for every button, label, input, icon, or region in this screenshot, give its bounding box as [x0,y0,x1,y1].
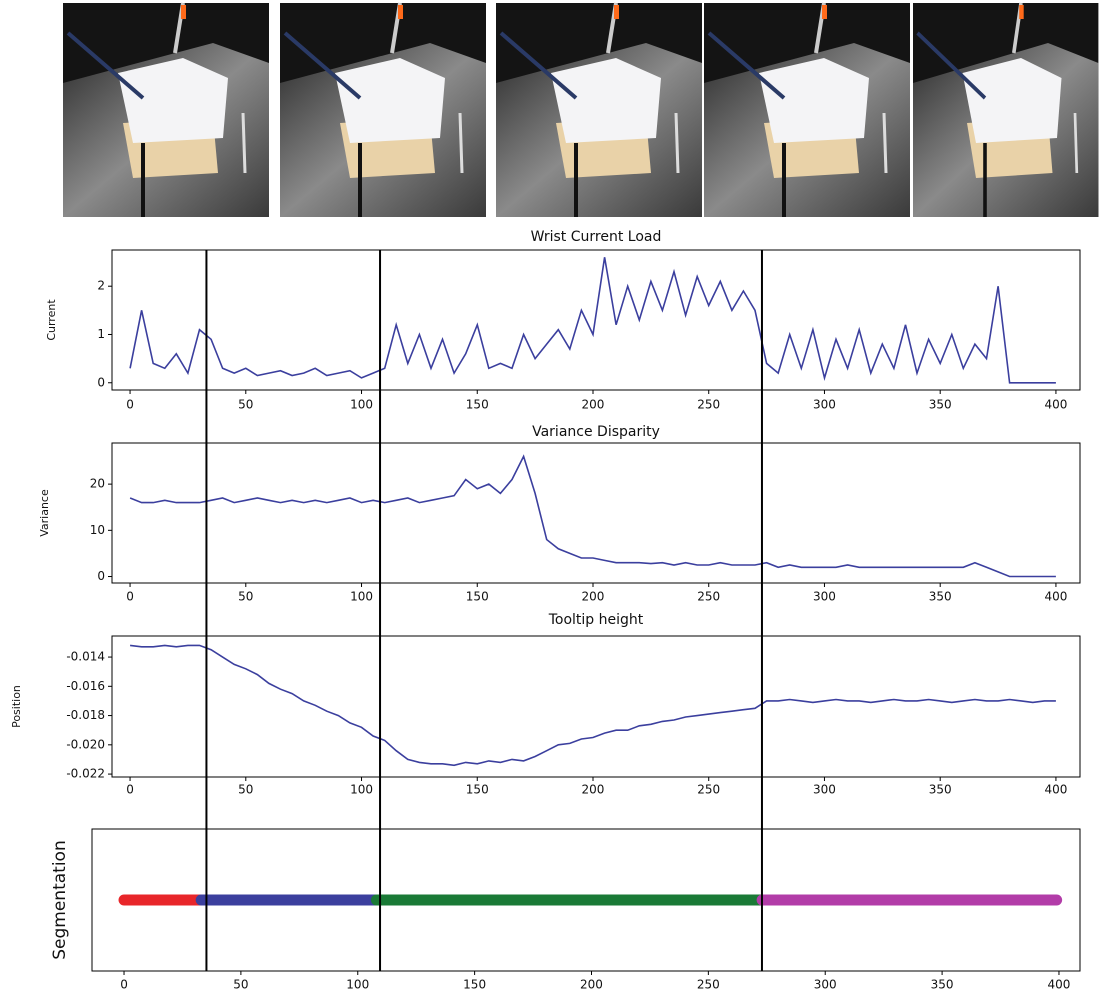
x-tick-label: 300 [813,590,836,604]
y-axis-label: Position [10,685,23,728]
photo [496,3,702,217]
x-tick-label: 50 [238,590,253,604]
x-tick-label: 0 [126,590,134,604]
x-tick-label: 0 [126,398,134,412]
x-tick-label: 100 [350,783,373,797]
x-tick-label: 400 [1044,590,1067,604]
x-tick-label: 50 [238,398,253,412]
x-tick-label: 250 [697,978,720,992]
chart-title: Wrist Current Load [531,229,662,245]
plot-frame [112,636,1080,777]
y-axis-label: Current [45,299,58,341]
y-axis-label: Segmentation [50,840,70,959]
x-tick-label: 100 [350,590,373,604]
photo [63,3,269,217]
figure: 050100150200250300350400012Wrist Current… [0,0,1104,994]
x-tick-label: 0 [126,783,134,797]
chart-title: Tooltip height [548,612,644,628]
x-tick-label: 350 [929,398,952,412]
y-tick-label: 10 [90,523,105,537]
plot-frame [112,443,1080,583]
x-tick-label: 250 [697,783,720,797]
y-tick-label: 0 [97,569,105,583]
chart-title: Variance Disparity [532,424,660,440]
y-tick-label: -0.020 [66,737,105,751]
x-tick-label: 200 [582,590,605,604]
y-tick-label: 2 [97,279,105,293]
x-tick-label: 300 [813,783,836,797]
x-tick-label: 350 [931,978,954,992]
x-tick-label: 300 [813,398,836,412]
y-tick-label: 20 [90,477,105,491]
y-tick-label: -0.014 [66,650,105,664]
x-tick-label: 200 [580,978,603,992]
x-tick-label: 100 [346,978,369,992]
x-tick-label: 200 [582,783,605,797]
y-tick-label: 0 [97,375,105,389]
y-tick-label: -0.018 [66,708,105,722]
plot-frame [112,250,1080,390]
x-tick-label: 50 [233,978,248,992]
x-tick-label: 400 [1044,783,1067,797]
x-tick-label: 50 [238,783,253,797]
x-tick-label: 150 [463,978,486,992]
y-tick-label: -0.022 [66,767,105,781]
y-tick-label: 1 [97,327,105,341]
x-tick-label: 300 [814,978,837,992]
x-tick-label: 250 [697,590,720,604]
x-tick-label: 100 [350,398,373,412]
x-tick-label: 400 [1044,398,1067,412]
x-tick-label: 150 [466,783,489,797]
y-axis-label: Variance [38,489,51,537]
photo [913,3,1098,217]
x-tick-label: 250 [697,398,720,412]
photo [704,3,910,217]
x-tick-label: 150 [466,590,489,604]
x-tick-label: 350 [929,783,952,797]
x-tick-label: 0 [120,978,128,992]
data-line [130,257,1056,383]
x-tick-label: 150 [466,398,489,412]
photo-strip [63,3,1098,217]
y-tick-label: -0.016 [66,679,105,693]
data-line [130,645,1056,765]
x-tick-label: 200 [582,398,605,412]
x-tick-label: 350 [929,590,952,604]
data-line [130,456,1056,576]
photo [280,3,486,217]
x-tick-label: 400 [1048,978,1071,992]
